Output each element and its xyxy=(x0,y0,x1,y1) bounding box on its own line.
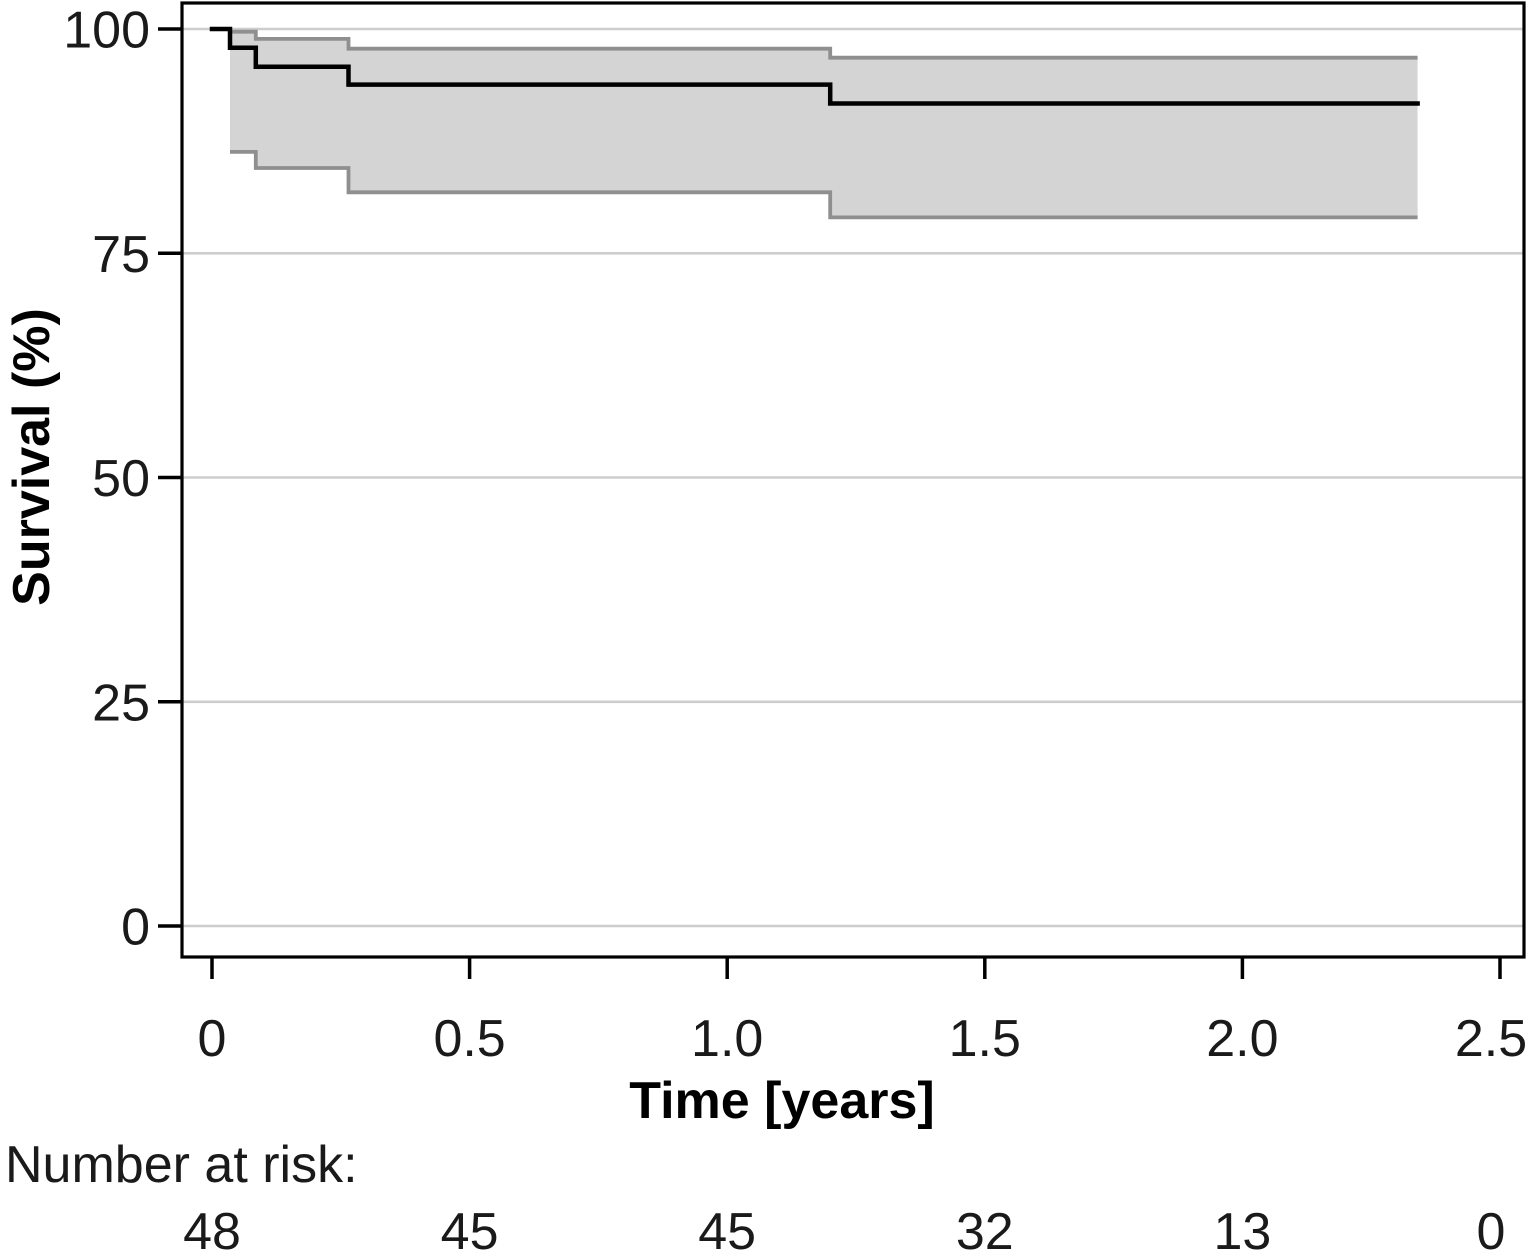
number-at-risk-value: 45 xyxy=(441,1203,499,1251)
ci-upper-line xyxy=(230,29,1418,60)
x-tick-label: 1.0 xyxy=(691,1010,763,1068)
y-tick-label: 75 xyxy=(92,226,150,284)
gridlines xyxy=(183,27,1523,928)
plot-frame xyxy=(180,1,1526,959)
y-axis-title: Survival (%) xyxy=(3,308,61,606)
ci-lower-line xyxy=(230,150,1418,220)
x-tick-label: 0 xyxy=(198,1010,227,1068)
number-at-risk-value: 13 xyxy=(1213,1203,1271,1251)
x-axis-title: Time [years] xyxy=(629,1072,934,1130)
confidence-band xyxy=(230,31,1418,218)
number-at-risk-value: 45 xyxy=(698,1203,756,1251)
y-axis-ticks xyxy=(158,27,182,928)
number-at-risk-label: Number at risk: xyxy=(5,1136,358,1194)
y-tick-label: 0 xyxy=(121,899,150,957)
y-tick-label: 50 xyxy=(92,450,150,508)
survival-curve xyxy=(209,26,1420,106)
x-tick-label: 1.5 xyxy=(949,1010,1021,1068)
number-at-risk-row: 48 45 45 32 13 0 xyxy=(183,1203,1505,1251)
number-at-risk-value: 0 xyxy=(1477,1203,1506,1251)
y-tick-label: 25 xyxy=(92,675,150,733)
x-tick-label: 2.0 xyxy=(1206,1010,1278,1068)
number-at-risk-value: 32 xyxy=(956,1203,1014,1251)
x-axis-tick-labels: 0 0.5 1.0 1.5 2.0 2.5 xyxy=(198,1010,1528,1068)
y-axis-tick-labels: 100 75 50 25 0 xyxy=(63,2,150,957)
y-tick-label: 100 xyxy=(63,2,150,60)
number-at-risk-value: 48 xyxy=(183,1203,241,1251)
x-tick-label: 2.5 xyxy=(1455,1010,1527,1068)
x-axis-ticks xyxy=(210,957,1502,979)
x-tick-label: 0.5 xyxy=(433,1010,505,1068)
